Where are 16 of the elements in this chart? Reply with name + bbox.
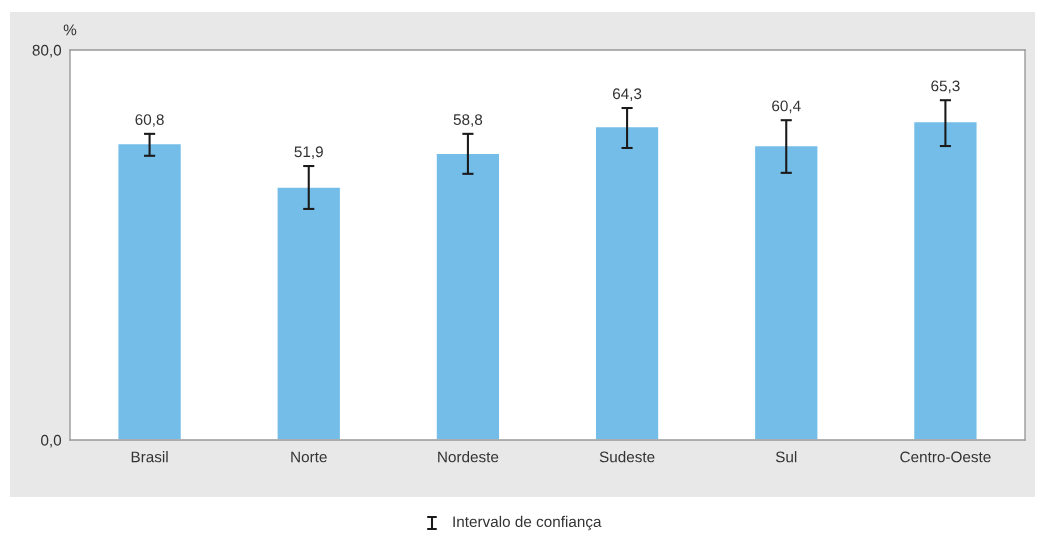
data-label: 64,3 <box>612 88 642 101</box>
x-tick-label: Norte <box>291 451 327 463</box>
text: Intervalo de confiança <box>453 515 602 531</box>
x-tick-label: Sudeste <box>599 451 655 463</box>
y-axis-title: % <box>63 24 77 36</box>
data-label: 60,4 <box>772 100 801 114</box>
y-tick-label: 80,0 <box>32 44 62 58</box>
x-tick-label: Brasil <box>131 451 168 463</box>
data-label: 65,3 <box>931 80 960 94</box>
data-label: 51,9 <box>294 146 323 159</box>
data-label: 58,8 <box>453 114 483 127</box>
x-tick-label: Nordeste <box>438 451 499 463</box>
y-tick-label: 0,0 <box>41 434 62 448</box>
x-tick-label: Sul <box>775 451 797 463</box>
data-label: 60,8 <box>135 114 164 127</box>
x-tick-label: Centro-Oeste <box>900 451 991 463</box>
